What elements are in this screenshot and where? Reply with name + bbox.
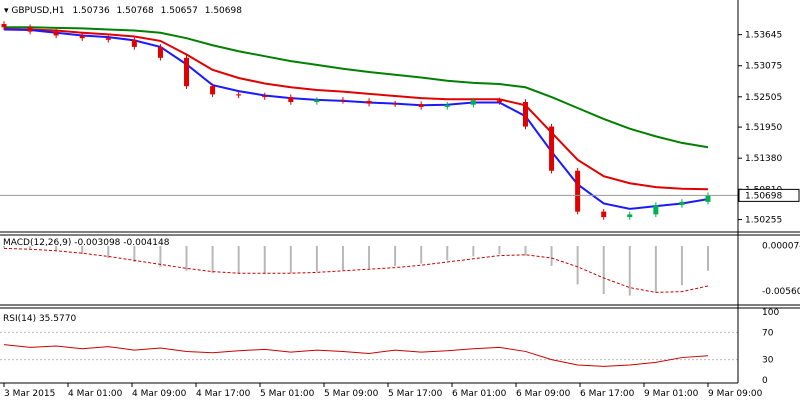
macd-tick-label: 0.000074 xyxy=(762,241,800,251)
candle-body xyxy=(131,39,137,47)
price-axis[interactable]: 1.536451.530751.525051.519501.513801.508… xyxy=(737,0,800,386)
candle-body xyxy=(601,211,607,218)
candle-body xyxy=(366,100,372,104)
ma-slow-line xyxy=(4,26,709,149)
candle-body xyxy=(53,31,59,36)
time-tick-label: 6 Mar 01:00 xyxy=(452,389,507,399)
rsi-indicator-label: RSI(14) 35.5770 xyxy=(3,314,76,324)
rsi-tick-label: 70 xyxy=(762,328,774,338)
candle-body xyxy=(470,100,476,105)
candle-body xyxy=(418,104,424,107)
pane-separator[interactable] xyxy=(0,231,800,236)
candle-body xyxy=(340,99,346,101)
candle-body xyxy=(210,86,216,95)
pane-separator[interactable] xyxy=(0,304,800,309)
current-price-label: 1.50698 xyxy=(745,191,782,201)
rsi-tick-label: 0 xyxy=(762,376,768,386)
candle-body xyxy=(705,195,711,202)
time-tick-label: 9 Mar 09:00 xyxy=(708,389,763,399)
time-tick-label: 5 Mar 09:00 xyxy=(324,389,379,399)
time-tick-label: 4 Mar 01:00 xyxy=(68,389,123,399)
candle-body xyxy=(679,201,685,206)
dropdown-triangle-icon: ▾ xyxy=(4,6,9,16)
candle-body xyxy=(496,100,502,102)
open-value: 1.50736 xyxy=(72,6,109,16)
candle-body xyxy=(627,214,633,218)
candle-body xyxy=(314,99,320,102)
time-tick-label: 6 Mar 17:00 xyxy=(580,389,635,399)
rsi-pane[interactable]: RSI(14) 35.5770 xyxy=(0,314,738,367)
macd-indicator-label: MACD(12,26,9) -0.003098 -0.004148 xyxy=(3,238,170,248)
time-tick-label: 4 Mar 17:00 xyxy=(196,389,251,399)
time-tick-label: 9 Mar 01:00 xyxy=(644,389,699,399)
price-tick-label: 1.51380 xyxy=(745,154,782,164)
candle-body xyxy=(575,170,581,212)
symbol-info: ▾ GBPUSD,H1 1.50736 1.50768 1.50657 1.50… xyxy=(4,6,242,16)
price-tick-label: 1.50255 xyxy=(745,216,782,226)
candle-body xyxy=(549,126,555,171)
macd-tick-label: -0.005608 xyxy=(762,287,800,297)
macd-signal-line xyxy=(3,247,709,293)
time-tick-label: 5 Mar 01:00 xyxy=(260,389,315,399)
time-tick-label: 3 Mar 2015 xyxy=(4,389,55,399)
candle-body xyxy=(1,24,7,28)
time-tick-label: 4 Mar 09:00 xyxy=(132,389,187,399)
candle-body xyxy=(262,95,268,98)
ma-fast-line xyxy=(3,28,709,210)
candle-body xyxy=(653,205,659,215)
candle-body xyxy=(27,27,33,32)
rsi-tick-label: 100 xyxy=(762,308,779,318)
candle-body xyxy=(288,97,294,102)
candle-body xyxy=(236,94,242,96)
price-tick-label: 1.52505 xyxy=(745,93,782,103)
rsi-line xyxy=(3,344,709,367)
symbol-label: GBPUSD,H1 xyxy=(11,6,64,16)
ma-mid-line xyxy=(3,27,709,191)
price-pane[interactable]: ▾ GBPUSD,H1 1.50736 1.50768 1.50657 1.50… xyxy=(0,0,800,232)
candle-body xyxy=(522,102,528,127)
time-tick-label: 6 Mar 09:00 xyxy=(516,389,571,399)
price-tick-label: 1.51950 xyxy=(745,123,782,133)
price-tick-label: 1.53075 xyxy=(745,62,782,72)
time-tick-label: 5 Mar 17:00 xyxy=(388,389,443,399)
price-tick-label: 1.53645 xyxy=(745,31,782,41)
candle-body xyxy=(157,46,163,58)
candle-body xyxy=(105,38,111,40)
macd-pane[interactable]: MACD(12,26,9) -0.003098 -0.004148 xyxy=(3,238,709,296)
close-value: 1.50698 xyxy=(205,6,242,16)
low-value: 1.50657 xyxy=(161,6,198,16)
current-price-marker xyxy=(738,188,800,202)
rsi-tick-label: 30 xyxy=(762,356,774,366)
candle-body xyxy=(392,103,398,105)
high-value: 1.50768 xyxy=(117,6,154,16)
candle-body xyxy=(184,57,190,87)
candle-body xyxy=(79,35,85,39)
time-axis[interactable]: 3 Mar 2015 4 Mar 01:00 4 Mar 09:00 4 Mar 17… xyxy=(0,382,763,399)
candle-body xyxy=(444,104,450,107)
